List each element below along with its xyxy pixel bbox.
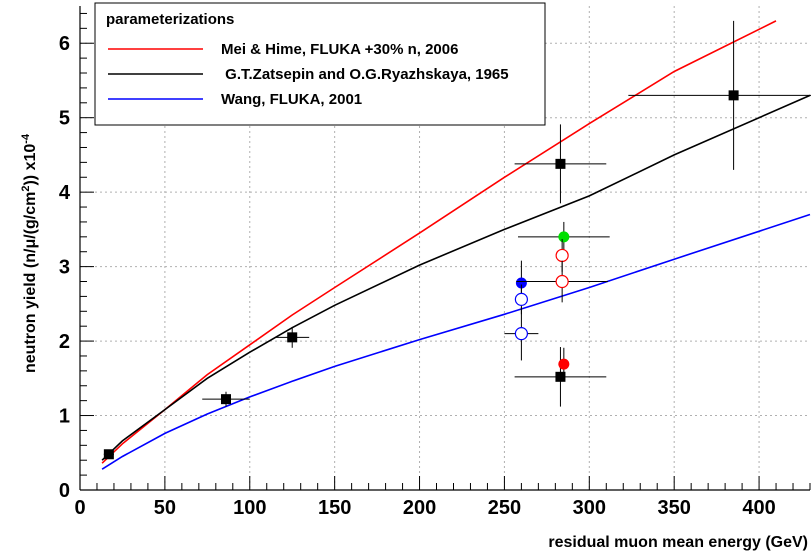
x-tick-label: 0: [74, 497, 85, 519]
y-tick-label: 3: [59, 257, 70, 279]
data-point: [555, 248, 569, 263]
data-point: [103, 449, 114, 460]
y-axis-title: neutron yield (n/μ/(g/cm2)) x10-4: [20, 133, 39, 373]
y-axis-title-sup: 2: [20, 186, 32, 192]
data-point: [514, 327, 528, 341]
data-point: [555, 274, 569, 289]
series-lines: [101, 20, 811, 470]
legend-label-wang: Wang, FLUKA, 2001: [221, 91, 362, 108]
y-tick-label: 6: [59, 33, 70, 55]
data-point: [287, 332, 298, 343]
y-tick-label: 0: [59, 480, 70, 502]
y-axis-title-close: )) x10: [22, 144, 39, 186]
y-tick-label: 5: [59, 108, 70, 130]
x-tick-labels: 0 50 100 150 200 250 300 350 400: [74, 497, 775, 519]
legend-label-zatsepin: G.T.Zatsepin and O.G.Ryazhskaya, 1965: [221, 66, 509, 83]
legend-box: [94, 2, 546, 126]
legend-label-mei-hime: Mei & Hime, FLUKA +30% n, 2006: [221, 41, 458, 58]
data-point: [221, 394, 231, 405]
x-tick-label: 150: [318, 497, 351, 519]
legend-title: parameterizations: [106, 11, 234, 28]
legend: parameterizations Mei & Hime, FLUKA +30%…: [94, 2, 546, 126]
x-tick-label: 250: [488, 497, 521, 519]
data-point: [514, 292, 528, 306]
data-point: [558, 358, 570, 370]
series-line: [101, 213, 811, 470]
y-axis-title-exp: -4: [20, 133, 32, 144]
series-line: [101, 94, 811, 461]
y-tick-label: 1: [59, 406, 70, 428]
x-tick-label: 100: [233, 497, 266, 519]
x-tick-label: 400: [742, 497, 775, 519]
x-tick-label: 50: [154, 497, 176, 519]
axes: [79, 6, 811, 491]
data-point: [555, 158, 566, 169]
data-point: [555, 371, 566, 382]
x-tick-label: 350: [657, 497, 690, 519]
y-tick-label: 2: [59, 331, 70, 353]
y-axis-title-main: neutron yield (n/μ/(g/cm: [22, 192, 39, 373]
x-tick-label: 200: [403, 497, 436, 519]
x-axis-title: residual muon mean energy (GeV): [548, 534, 808, 551]
x-tick-label: 300: [573, 497, 606, 519]
y-tick-label: 4: [59, 182, 71, 204]
data-points: [103, 20, 811, 460]
data-point: [515, 277, 527, 289]
y-tick-labels: 0 1 2 3 4 5 6: [59, 33, 71, 502]
data-point: [728, 90, 739, 101]
data-point: [558, 231, 570, 243]
